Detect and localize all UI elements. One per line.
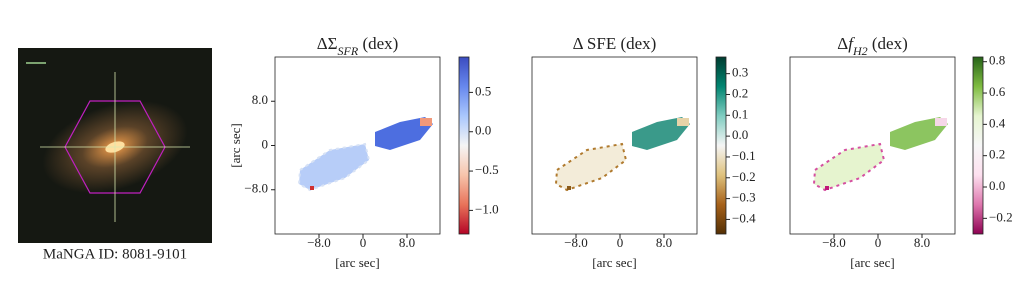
colorbar-tick-label: −0.3	[732, 190, 756, 205]
frame	[531, 56, 698, 235]
x-tick-label: 8.0	[914, 235, 930, 250]
colorbar-tick-label: −0.2	[989, 209, 1013, 224]
frame	[789, 56, 956, 235]
title-part: SFR	[338, 44, 359, 58]
colorbar-tick-label: 0.2	[989, 147, 1005, 162]
y-tick-label: 0	[262, 136, 269, 151]
colorbar-tick-label: 0.4	[989, 115, 1006, 130]
map-region	[935, 118, 947, 126]
map-region	[632, 117, 690, 150]
colorbar-tick-label: −0.4	[732, 210, 756, 225]
x-tick-label: 0	[875, 235, 882, 250]
image-caption: MaNGA ID: 8081-9101	[43, 246, 187, 262]
map-region	[825, 186, 829, 190]
y-tick-label: 8.0	[252, 92, 268, 107]
panel-title: Δ SFE (dex)	[573, 34, 657, 53]
colorbar	[972, 56, 984, 235]
x-tick-label: 8.0	[399, 235, 415, 250]
y-tick-label: −8.0	[244, 181, 268, 196]
colorbar-tick-label: −1.0	[475, 201, 499, 216]
map-region	[420, 118, 432, 126]
map-region	[677, 118, 689, 126]
title-part: Δ SFE (dex)	[573, 34, 657, 53]
map-region	[890, 117, 948, 150]
x-tick-label: 8.0	[656, 235, 672, 250]
colorbar-tick-label: 0.0	[732, 127, 748, 142]
map-region	[375, 117, 433, 150]
x-tick-label: 0	[617, 235, 624, 250]
x-axis-label: [arc sec]	[335, 255, 379, 270]
x-tick-label: 0	[360, 235, 367, 250]
title-part: f	[848, 34, 855, 53]
y-axis-label: [arc sec]	[228, 123, 243, 167]
colorbar	[458, 56, 470, 235]
colorbar-tick-label: −0.1	[732, 148, 756, 163]
title-part: Δ	[837, 34, 848, 53]
map-region	[310, 186, 314, 190]
title-part: ΔΣ	[317, 34, 338, 53]
colorbar-tick-label: −0.2	[732, 169, 756, 184]
title-part: H2	[852, 44, 868, 58]
colorbar-tick-label: 0.5	[475, 83, 491, 98]
map-region	[297, 142, 371, 192]
x-tick-label: −8.0	[564, 235, 588, 250]
title-part: (dex)	[358, 34, 398, 53]
colorbar	[715, 56, 727, 235]
colorbar-tick-label: 0.0	[475, 123, 491, 138]
title-part: (dex)	[868, 34, 908, 53]
colorbar-tick-label: −0.5	[475, 162, 499, 177]
panel-title: ΔΣSFR (dex)	[317, 34, 399, 58]
x-axis-label: [arc sec]	[850, 255, 894, 270]
map-region	[812, 142, 886, 192]
map-region	[554, 142, 628, 192]
map-region	[567, 186, 571, 190]
colorbar-tick-label: 0.2	[732, 85, 748, 100]
panel-title: ΔfH2 (dex)	[837, 34, 907, 58]
x-axis-label: [arc sec]	[592, 255, 636, 270]
x-tick-label: −8.0	[822, 235, 846, 250]
colorbar-tick-label: 0.6	[989, 84, 1006, 99]
colorbar-tick-label: 0.1	[732, 106, 748, 121]
colorbar-tick-label: 0.3	[732, 65, 748, 80]
colorbar-tick-label: 0.0	[989, 178, 1005, 193]
galaxy-image	[18, 48, 212, 243]
colorbar-tick-label: 0.8	[989, 53, 1005, 68]
x-tick-label: −8.0	[307, 235, 331, 250]
